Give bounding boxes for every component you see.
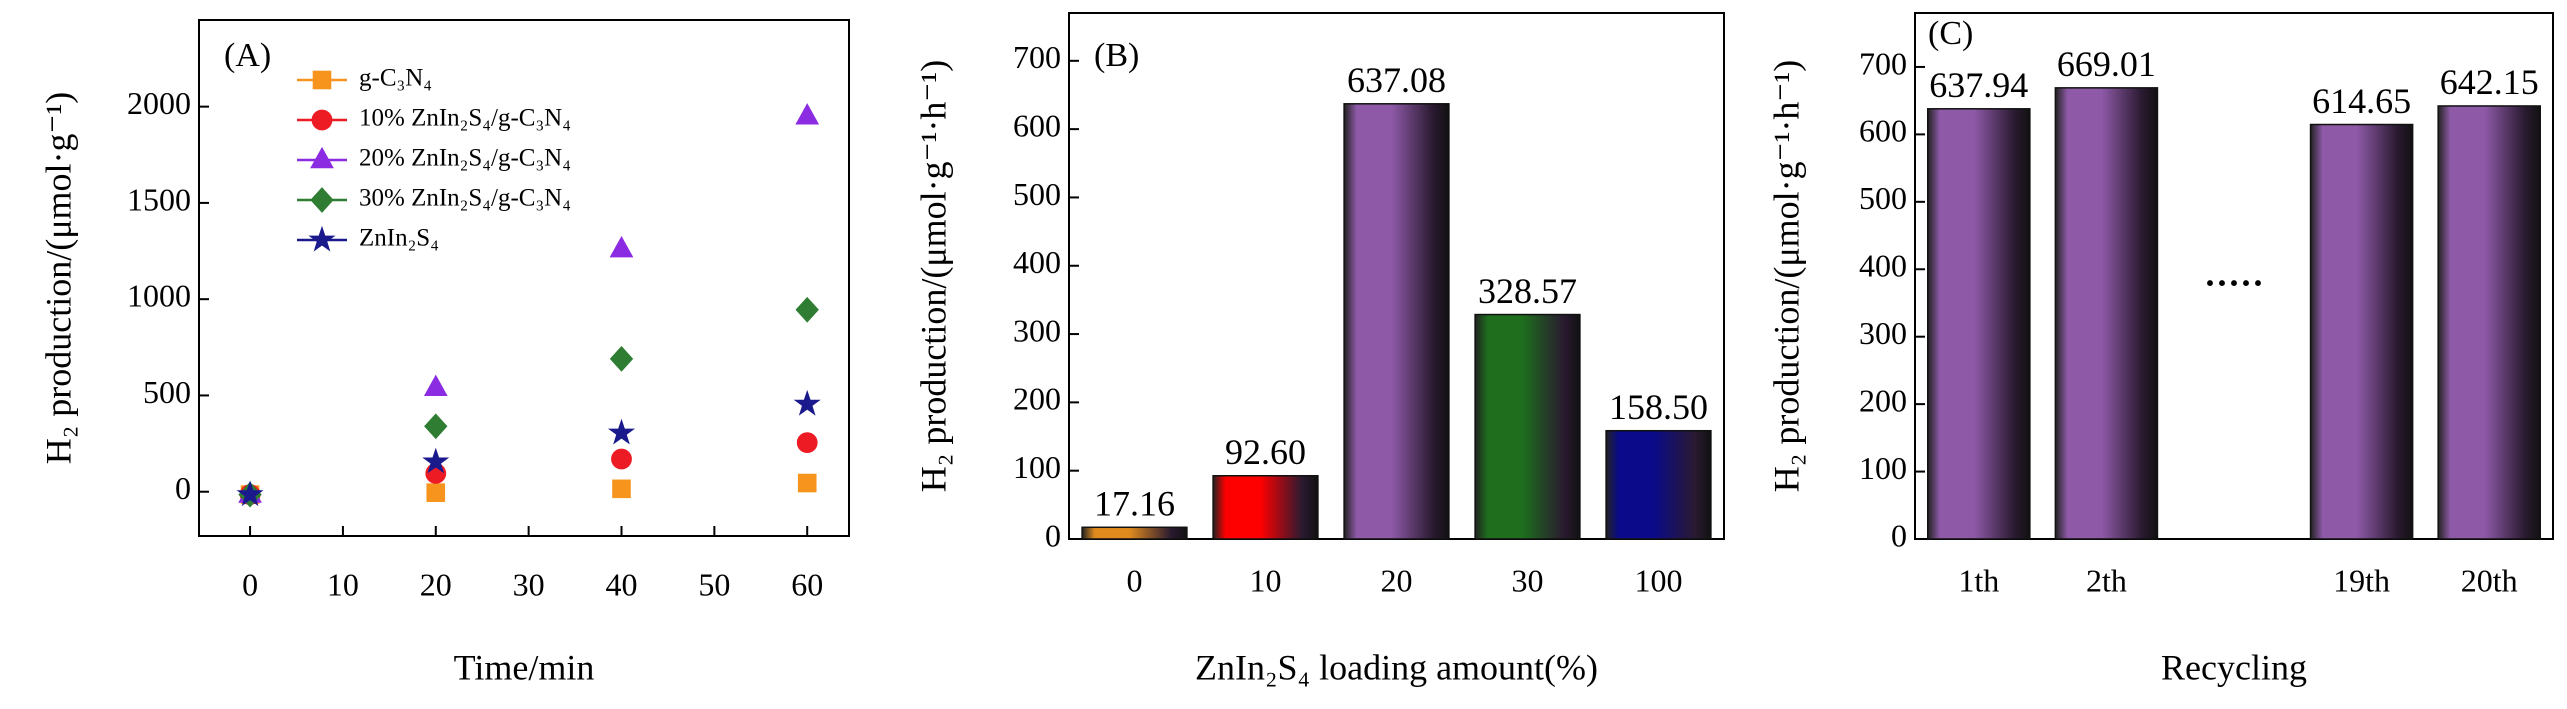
panel-title: (A) [224, 37, 271, 74]
x-tick-label: 20 [1381, 562, 1413, 598]
y-tick-label: 0 [175, 470, 191, 506]
value-label: 92.60 [1225, 432, 1306, 472]
bar [1343, 103, 1450, 540]
panel-title: (C) [1928, 15, 1973, 52]
x-tick-label: 0 [1127, 562, 1143, 598]
marker [609, 235, 634, 258]
value-label: 17.16 [1094, 484, 1175, 524]
y-tick-label: 200 [1013, 381, 1061, 417]
panel-title: (B) [1094, 37, 1139, 74]
y-tick-label: 500 [143, 374, 191, 410]
x-tick-label: 30 [513, 566, 545, 602]
marker [426, 483, 446, 502]
x-tick-label: 0 [242, 566, 258, 602]
y-tick-label: 0 [1891, 517, 1907, 553]
x-tick-label: 19th [2333, 562, 2390, 598]
y-tick-label: 600 [1013, 107, 1061, 143]
x-tick-label: 30 [1512, 562, 1544, 598]
y-tick-label: 100 [1013, 449, 1061, 485]
x-tick-label: 100 [1635, 562, 1683, 598]
legend-marker [310, 146, 334, 169]
annotation: ····· [2204, 263, 2264, 303]
plot-frame [1914, 12, 2554, 540]
value-label: 637.08 [1347, 60, 1446, 100]
value-label: 642.15 [2440, 62, 2539, 102]
y-axis-label: H₂ production/(μmol·g⁻¹·h⁻¹) [1766, 60, 1806, 492]
bar [2437, 105, 2541, 540]
x-tick-label: 20th [2461, 562, 2518, 598]
y-axis-label: H₂ production/(μmol·g⁻¹·h⁻¹) [913, 60, 953, 492]
y-tick-label: 700 [1013, 39, 1061, 75]
value-label: 158.50 [1609, 387, 1708, 427]
bar [1081, 526, 1188, 540]
y-tick-label: 700 [1859, 45, 1907, 81]
marker [422, 447, 450, 474]
x-tick-label: 2th [2086, 562, 2127, 598]
x-tick-label: 50 [698, 566, 730, 602]
y-tick-label: 400 [1013, 244, 1061, 280]
x-axis-label: Time/min [454, 647, 595, 687]
x-tick-label: 10 [327, 566, 359, 602]
marker [795, 103, 820, 125]
x-axis-label: ZnIn₂S₄ loading amount(%) [1195, 647, 1598, 687]
legend-label: 10% ZnIn₂S₄/g-C₃N₄ [359, 105, 571, 132]
marker [796, 432, 818, 454]
x-tick-label: 40 [606, 566, 638, 602]
bar [2309, 123, 2414, 540]
y-tick-label: 2000 [127, 85, 191, 121]
marker [797, 473, 817, 493]
y-tick-label: 300 [1013, 312, 1061, 348]
y-tick-label: 600 [1859, 113, 1907, 149]
marker [607, 418, 636, 445]
legend-marker [311, 109, 333, 131]
y-tick-label: 200 [1859, 382, 1907, 418]
legend-label: 30% ZnIn₂S₄/g-C₃N₄ [359, 185, 571, 212]
marker [611, 448, 632, 470]
y-tick-label: 100 [1859, 450, 1907, 486]
value-label: 328.57 [1478, 271, 1577, 311]
value-label: 669.01 [2057, 44, 2156, 84]
marker [423, 374, 448, 396]
marker [795, 296, 819, 323]
x-tick-label: 20 [420, 566, 452, 602]
y-tick-label: 500 [1859, 180, 1907, 216]
y-axis-label: H₂ production/(μmol·g⁻¹) [38, 92, 78, 465]
legend-label: g-C₃N₄ [359, 65, 432, 92]
y-tick-label: 1500 [127, 181, 191, 217]
y-tick-label: 1000 [127, 278, 191, 314]
value-label: 614.65 [2312, 81, 2411, 121]
legend-marker [310, 187, 334, 213]
bar [1212, 474, 1319, 540]
value-label: 637.94 [1929, 65, 2028, 105]
bar [1927, 108, 2031, 540]
x-tick-label: 60 [791, 566, 823, 602]
legend-label: ZnIn₂S₄ [359, 225, 439, 252]
bar [2054, 87, 2159, 540]
bar [1605, 429, 1712, 540]
marker [236, 480, 264, 507]
x-tick-label: 1th [1958, 562, 1999, 598]
y-tick-label: 300 [1859, 315, 1907, 351]
legend-marker [312, 70, 332, 90]
marker [612, 479, 631, 499]
x-tick-label: 10 [1250, 562, 1282, 598]
marker [793, 389, 821, 416]
marker [609, 346, 634, 372]
legend-label: 20% ZnIn₂S₄/g-C₃N₄ [359, 145, 571, 172]
marker [424, 413, 448, 440]
plot-frame [198, 19, 850, 537]
y-tick-label: 0 [1045, 517, 1061, 553]
y-tick-label: 400 [1859, 248, 1907, 284]
legend-marker [308, 225, 336, 252]
bar [1474, 313, 1581, 540]
x-axis-label: Recycling [2161, 647, 2307, 687]
y-tick-label: 500 [1013, 176, 1061, 212]
